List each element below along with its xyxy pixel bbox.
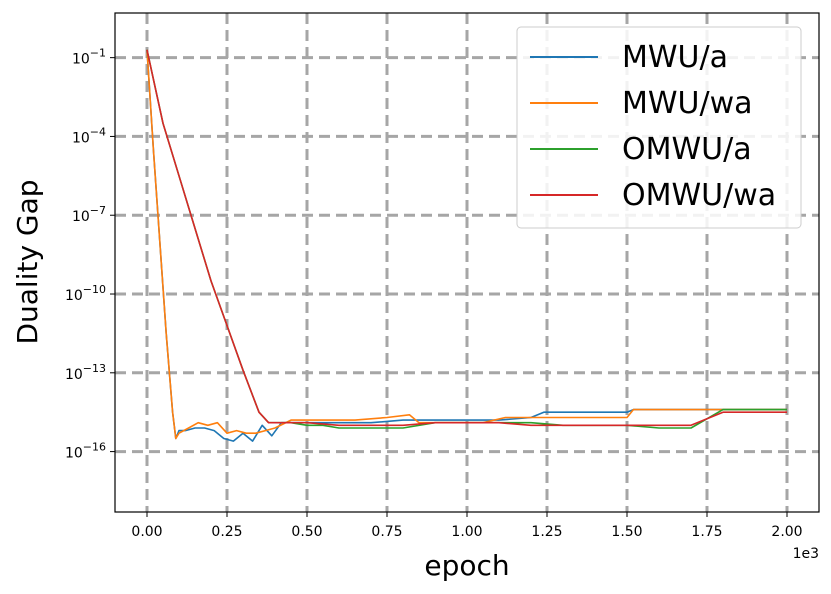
y-tick-base: 10 <box>65 446 83 462</box>
y-tick-label: 10−10 <box>65 283 106 304</box>
y-tick-exponent: −1 <box>90 47 106 60</box>
x-tick-label: 0.25 <box>211 524 242 540</box>
series-lines <box>146 49 787 442</box>
x-ticks: 0.00 0.25 0.50 0.75 1.00 1.25 1.50 1.75 2.00 <box>131 512 803 540</box>
legend-label: MWU/a <box>622 40 728 75</box>
y-tick-label: 10−7 <box>72 204 106 225</box>
y-tick-exponent: −13 <box>83 362 106 375</box>
x-tick-label: 1.00 <box>451 524 482 540</box>
y-tick-base: 10 <box>72 130 90 146</box>
legend-label: OMWU/wa <box>622 178 776 213</box>
y-tick-exponent: −4 <box>90 125 106 138</box>
legend-label: OMWU/a <box>622 132 752 167</box>
x-tick-label: 0.00 <box>131 524 162 540</box>
y-tick-exponent: −16 <box>83 441 106 454</box>
legend: MWU/a MWU/wa OMWU/a OMWU/wa <box>516 26 802 229</box>
series-line-omwu-wa <box>146 49 787 427</box>
x-tick-label: 1.25 <box>531 524 562 540</box>
series-line-mwu-wa <box>146 49 787 440</box>
y-tick-label: 10−1 <box>72 47 106 68</box>
x-tick-label: 1.75 <box>691 524 722 540</box>
x-tick-label: 0.50 <box>291 524 322 540</box>
y-tick-base: 10 <box>72 209 90 225</box>
y-tick-label: 10−16 <box>65 441 106 462</box>
y-tick-base: 10 <box>65 288 83 304</box>
x-tick-label: 2.00 <box>771 524 802 540</box>
y-tick-exponent: −10 <box>83 283 106 296</box>
y-tick-label: 10−13 <box>65 362 106 383</box>
y-tick-base: 10 <box>72 52 90 68</box>
y-tick-exponent: −7 <box>90 204 106 217</box>
y-axis-label: Duality Gap <box>11 179 44 344</box>
x-tick-label: 1.50 <box>611 524 642 540</box>
x-tick-label: 0.75 <box>371 524 402 540</box>
legend-box <box>516 26 802 229</box>
legend-label: MWU/wa <box>622 86 753 121</box>
x-offset-label: 1e3 <box>793 546 819 562</box>
y-tick-label: 10−4 <box>72 125 106 146</box>
y-tick-base: 10 <box>65 367 83 383</box>
x-axis-label: epoch <box>424 549 509 582</box>
